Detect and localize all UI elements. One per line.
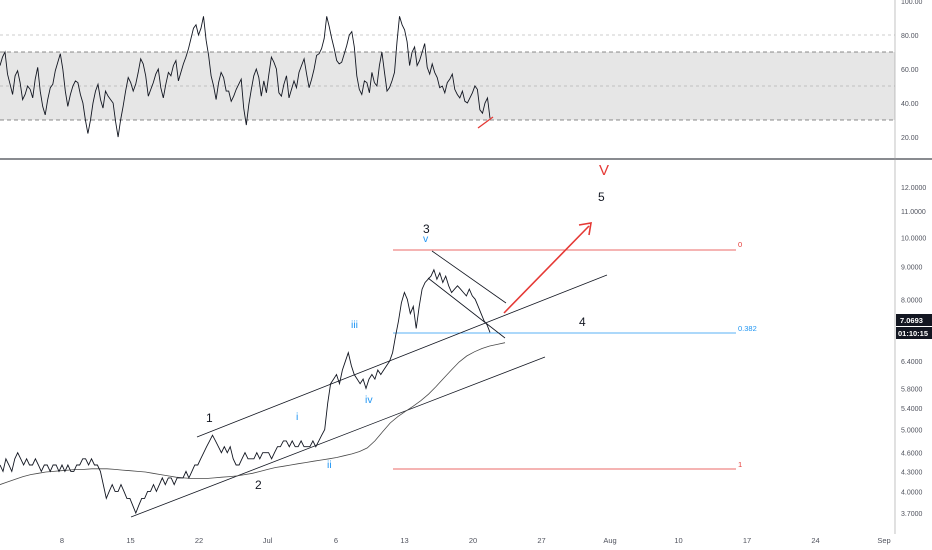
time-x-axis: 8 15 22 Jul 6 13 20 27 Aug 10 17 24 Sep [60,536,891,545]
x-tick-label: 24 [811,536,819,545]
price-y-tick-label: 10.0000 [901,236,926,243]
wave-label-2: 2 [255,478,262,492]
fib-label-0: 0 [738,240,742,249]
wave-label-ii: ii [327,459,332,471]
x-tick-label: 15 [126,536,134,545]
price-y-tick-label: 4.0000 [901,489,923,496]
price-y-tick-label: 6.4000 [901,359,923,366]
x-tick-label: 13 [400,536,408,545]
channel-lower [130,356,546,518]
oscillator-panel [0,16,895,138]
wave-label-1: 1 [206,411,213,425]
wave-label-iv: iv [365,394,373,406]
price-y-tick-label: 3.7000 [901,511,923,518]
price-y-tick-label: 4.3000 [901,469,923,476]
fib-label-0382: 0.382 [738,324,757,333]
projection-arrowhead [578,222,592,236]
wedge-lower [427,277,506,339]
x-tick-label: 8 [60,536,64,545]
price-y-tick-label: 5.4000 [901,406,923,413]
current-price-value: 7.0693 [900,316,923,325]
x-tick-label: 10 [674,536,682,545]
wave-label-4: 4 [579,315,586,329]
wave-label-3: 3 [423,222,430,236]
price-y-tick-label: 9.0000 [901,265,923,272]
wave-label-5: 5 [598,190,605,204]
osc-y-tick-label: 60.00 [901,67,919,74]
x-tick-label: Aug [603,536,616,545]
osc-y-tick-label: 80.00 [901,33,919,40]
osc-y-tick-label: 20.00 [901,135,919,142]
x-tick-label: Sep [877,536,890,545]
wave-label-v: v [423,233,429,245]
oscillator-line [0,16,491,138]
osc-y-tick-label: 40.00 [901,101,919,108]
wave-label-V: V [599,162,609,179]
osc-y-tick-label: 100.00 [901,0,923,6]
x-tick-label: 17 [743,536,751,545]
current-price-tag: 7.0693 01:10:15 [896,314,932,339]
x-tick-label: 6 [334,536,338,545]
oscillator-y-axis: 100.00 80.00 60.00 40.00 20.00 [901,0,923,142]
price-y-tick-label: 11.0000 [901,209,926,216]
price-panel: 1 2 3 4 5 i ii iii iv v V 0 0.382 1 [0,162,757,518]
price-y-tick-label: 5.0000 [901,428,923,435]
price-y-axis: 12.0000 11.0000 10.0000 9.0000 8.0000 6.4000 5… [901,185,926,518]
x-tick-label: 20 [469,536,477,545]
osc-red-annotation [477,116,494,129]
price-y-tick-label: 8.0000 [901,297,923,304]
price-y-tick-label: 4.6000 [901,451,923,458]
fib-label-1: 1 [738,460,742,469]
wave-label-iii: iii [351,319,358,331]
moving-average-line [0,342,506,485]
channel-upper [196,274,608,438]
price-line [0,268,491,515]
wave-label-i: i [296,411,298,423]
wedge-upper [431,250,507,304]
x-tick-label: 27 [537,536,545,545]
projection-arrow [503,225,590,314]
countdown-value: 01:10:15 [898,329,928,338]
x-tick-label: 22 [195,536,203,545]
price-y-tick-label: 12.0000 [901,185,926,192]
price-y-tick-label: 5.8000 [901,386,923,393]
x-tick-label: Jul [263,536,273,545]
